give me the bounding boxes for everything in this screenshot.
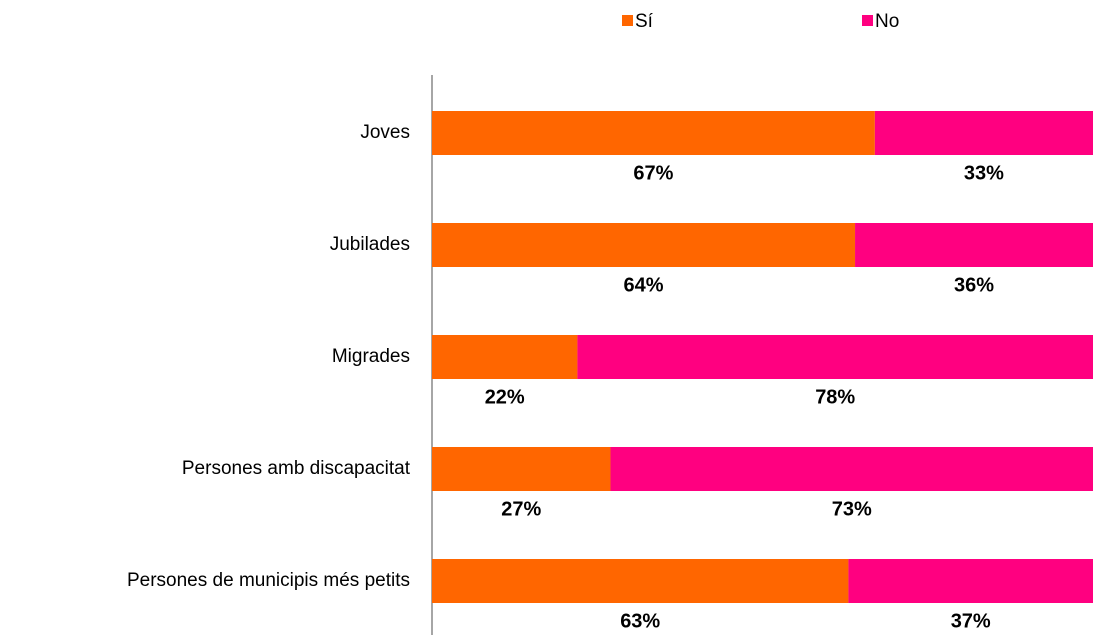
legend-swatch	[862, 15, 873, 26]
bar-segment	[432, 223, 856, 267]
bar-segment	[432, 447, 611, 491]
bar-segment	[855, 223, 1093, 267]
value-label: 73%	[832, 498, 872, 520]
y-tick-label: Migrades	[332, 346, 410, 367]
value-label: 67%	[633, 162, 673, 184]
legend-label: No	[875, 11, 899, 32]
legend-swatch	[622, 15, 633, 26]
y-tick-label: Jubilades	[330, 234, 410, 255]
value-label: 36%	[954, 274, 994, 296]
value-label: 27%	[501, 498, 541, 520]
value-label: 64%	[624, 274, 664, 296]
value-label: 78%	[815, 386, 855, 408]
bar-segment	[432, 111, 875, 155]
value-label: 63%	[620, 610, 660, 632]
bar-segment	[610, 447, 1093, 491]
bar-segment	[577, 335, 1093, 379]
bar-segment	[432, 559, 849, 603]
value-label: 37%	[951, 610, 991, 632]
y-tick-label: Persones de municipis més petits	[127, 570, 410, 591]
value-label: 22%	[485, 386, 525, 408]
bar-segment	[432, 335, 578, 379]
value-label: 33%	[964, 162, 1004, 184]
bar-segment	[848, 559, 1093, 603]
y-tick-label: Joves	[360, 122, 410, 143]
bar-segment	[874, 111, 1093, 155]
y-tick-label: Persones amb discapacitat	[182, 458, 411, 479]
legend-label: Sí	[635, 11, 654, 32]
